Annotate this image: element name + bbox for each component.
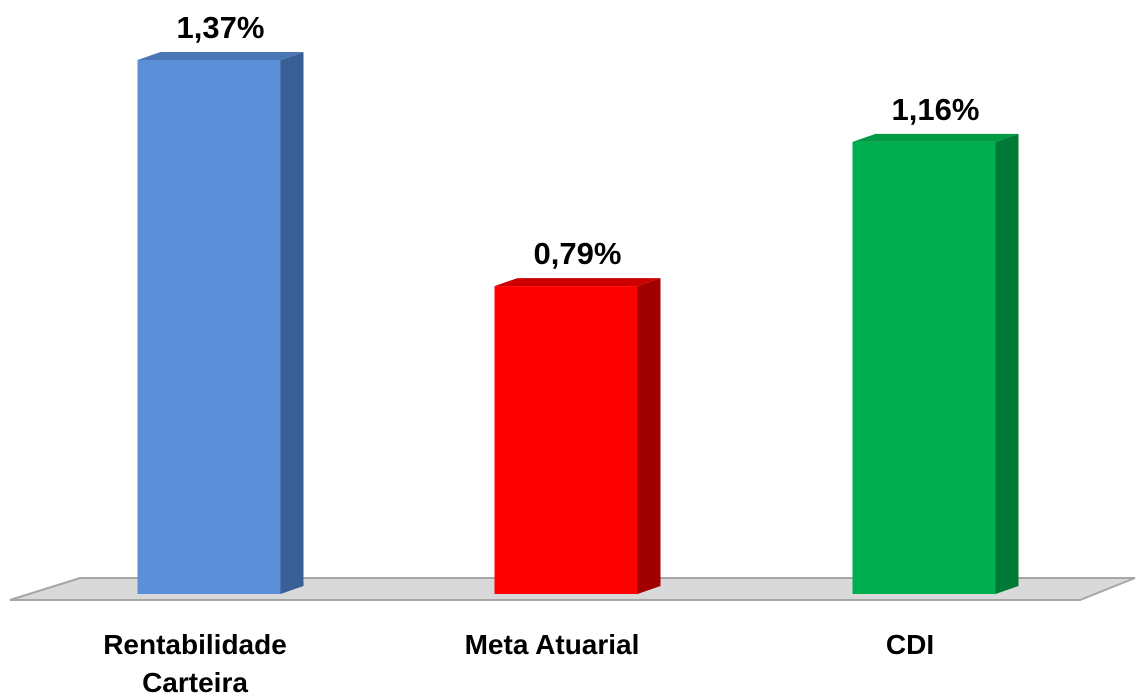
value-labels-group: 1,37% 0,79% 1,16% xyxy=(177,10,980,271)
bar-3 xyxy=(852,133,1019,595)
category-labels-group: Rentabilidade Carteira Meta Atuarial CDI xyxy=(103,629,934,698)
bar-2 xyxy=(494,278,661,594)
bar-top-face xyxy=(852,133,1019,142)
bar-side-face xyxy=(995,133,1019,595)
bar-side-face xyxy=(280,52,304,594)
bar-side-face xyxy=(637,278,661,594)
bar-1 xyxy=(137,52,304,594)
bar-top-face xyxy=(137,52,304,60)
bar-top-face xyxy=(494,278,661,287)
bar-front-face xyxy=(137,60,281,594)
category-label: CDI xyxy=(886,629,934,660)
category-label-line: Meta Atuarial xyxy=(465,629,640,660)
category-label-line: Carteira xyxy=(142,667,248,698)
category-label-line: Rentabilidade xyxy=(103,629,287,660)
value-label: 0,79% xyxy=(534,236,622,271)
bars-group xyxy=(137,52,1019,595)
value-label: 1,37% xyxy=(177,10,265,45)
category-label: Rentabilidade Carteira xyxy=(103,629,287,698)
bar-front-face xyxy=(494,286,638,594)
category-label-line: CDI xyxy=(886,629,934,660)
bar-front-face xyxy=(852,141,996,595)
category-label: Meta Atuarial xyxy=(465,629,640,660)
value-label: 1,16% xyxy=(892,92,980,127)
